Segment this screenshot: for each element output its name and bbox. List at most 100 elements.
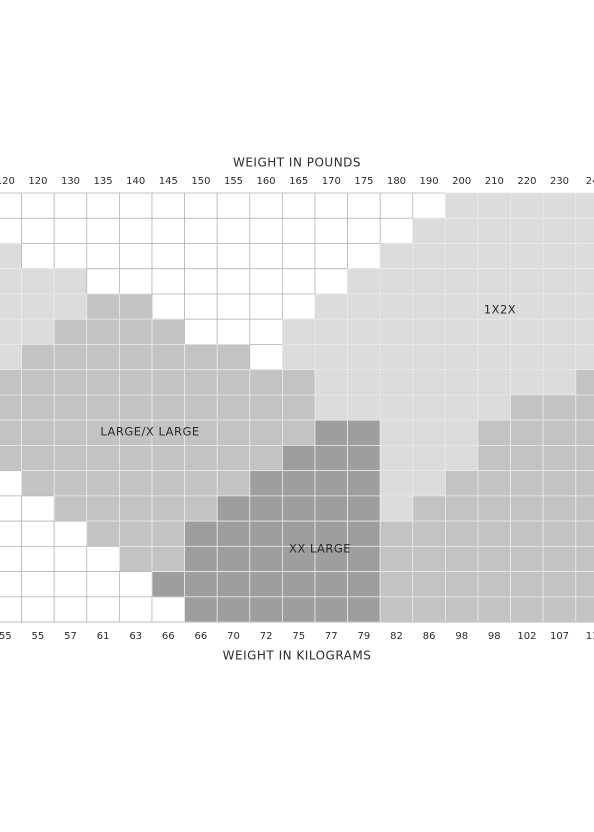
cell [184, 293, 218, 320]
cell [151, 293, 185, 320]
cell [21, 419, 55, 446]
cell [314, 344, 348, 371]
cell [249, 243, 283, 270]
cell [119, 344, 153, 371]
cell [575, 520, 594, 547]
cell [86, 192, 120, 219]
cell [21, 545, 55, 572]
cell [477, 293, 511, 320]
cell [412, 394, 446, 421]
cell [151, 520, 185, 547]
cell [575, 293, 594, 320]
cell [542, 470, 577, 497]
cell [281, 192, 316, 219]
cell [53, 545, 88, 572]
cell [249, 470, 283, 497]
cell [86, 571, 120, 598]
cell [314, 394, 348, 421]
cell [184, 394, 218, 421]
cell [216, 293, 251, 320]
cell [542, 520, 577, 547]
cell [86, 369, 120, 396]
cell [510, 571, 544, 598]
cell [249, 495, 283, 522]
cell [0, 217, 22, 244]
cell [379, 444, 414, 472]
cell [53, 444, 88, 472]
cell [86, 596, 120, 623]
cell [477, 520, 511, 547]
cell [477, 394, 511, 421]
cell [347, 520, 381, 547]
cell [249, 217, 283, 244]
cell [216, 243, 251, 270]
cell [281, 318, 316, 345]
cell [379, 192, 414, 219]
cell [216, 192, 251, 219]
cell [412, 293, 446, 320]
bottom-label: 98 [488, 631, 501, 642]
cell [477, 444, 511, 472]
bottom-label: 66 [162, 631, 175, 642]
cell [314, 192, 348, 219]
cell [412, 470, 446, 497]
cell [379, 243, 414, 270]
cell [119, 243, 153, 270]
cell [575, 596, 594, 623]
cell [347, 318, 381, 345]
cell [575, 444, 594, 472]
cell [249, 596, 283, 623]
cell [542, 495, 577, 522]
cell [379, 394, 414, 421]
cell [53, 369, 88, 396]
cell [314, 495, 348, 522]
cell [510, 520, 544, 547]
cell [53, 520, 88, 547]
cell [575, 268, 594, 295]
cell [444, 369, 479, 396]
cell [542, 545, 577, 572]
top-label: 155 [224, 176, 243, 187]
cell [0, 293, 22, 320]
grid [0, 192, 594, 623]
cell [86, 495, 120, 522]
cell [477, 495, 511, 522]
top-label: 130 [61, 176, 80, 187]
cell [477, 243, 511, 270]
cell [119, 444, 153, 472]
cell [379, 419, 414, 446]
cell [281, 344, 316, 371]
cell [412, 192, 446, 219]
cell [444, 571, 479, 598]
bottom-label: 82 [390, 631, 403, 642]
cell [281, 369, 316, 396]
cell [53, 217, 88, 244]
cell [0, 444, 22, 472]
cell [347, 293, 381, 320]
cell [412, 217, 446, 244]
cell [379, 571, 414, 598]
cell [184, 470, 218, 497]
cell [379, 545, 414, 572]
cell [412, 344, 446, 371]
cell [412, 444, 446, 472]
bottom-title: WEIGHT IN KILOGRAMS [223, 649, 372, 663]
cell [379, 268, 414, 295]
cell [379, 217, 414, 244]
cell [379, 596, 414, 623]
cell [119, 217, 153, 244]
cell [53, 293, 88, 320]
cell [542, 596, 577, 623]
cell [510, 394, 544, 421]
cell [542, 571, 577, 598]
cell [0, 394, 22, 421]
cell [347, 545, 381, 572]
cell [542, 318, 577, 345]
cell [575, 394, 594, 421]
cell [347, 470, 381, 497]
cell [575, 318, 594, 345]
cell [510, 596, 544, 623]
cell [184, 318, 218, 345]
cell [444, 419, 479, 446]
cell [0, 495, 22, 522]
